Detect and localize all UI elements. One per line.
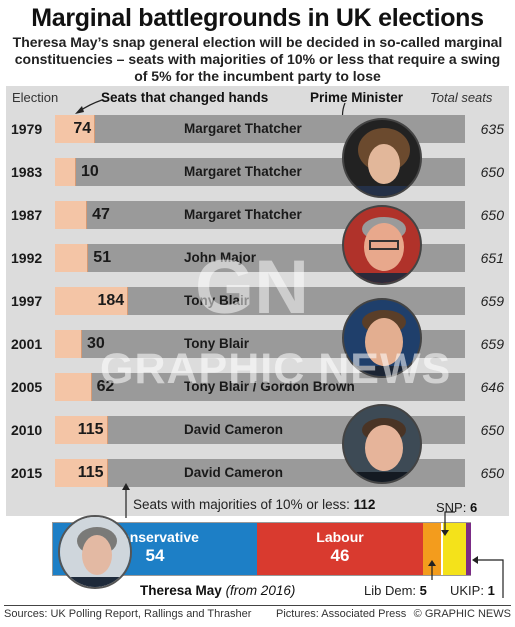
lab-value: 46: [330, 546, 350, 565]
value-label-2005: 62: [96, 378, 115, 395]
bar-2001: [55, 330, 82, 358]
segment-snp: [443, 523, 466, 575]
total-seats-2015: 650: [480, 465, 504, 481]
footer-copyright: © GRAPHIC NEWS: [413, 608, 511, 620]
segment-lib-dem: [423, 523, 443, 575]
ukip-label: UKIP: 1: [450, 583, 495, 598]
total-seats-1992: 651: [480, 250, 504, 266]
total-seats-1997: 659: [480, 293, 504, 309]
ukip-value: 1: [487, 583, 495, 598]
bar-1983: [55, 158, 76, 186]
page-subtitle: Theresa May’s snap general election will…: [12, 34, 503, 84]
total-seats-2001: 659: [480, 336, 504, 352]
photo-cameron: [342, 404, 422, 484]
year-label-1997: 1997: [11, 293, 43, 309]
con-value: 54: [145, 546, 165, 565]
year-label-2001: 2001: [11, 336, 43, 352]
footer-sources: Sources: UK Polling Report, Rallings and…: [4, 608, 252, 620]
total-seats-1979: 635: [480, 121, 504, 137]
may-caption: Theresa May (from 2016): [140, 583, 296, 598]
footer-pictures: Pictures: Associated Press: [276, 608, 407, 620]
bar-1987: [55, 201, 88, 229]
pm-label-1979: Margaret Thatcher: [184, 121, 302, 136]
value-label-1979: 74: [73, 120, 92, 137]
year-label-1979: 1979: [11, 121, 43, 137]
pm-label-1992: John Major: [184, 250, 257, 265]
watermark-logo: GN: [195, 245, 309, 330]
header-election: Election: [12, 90, 59, 105]
bar-2005: [55, 373, 92, 401]
row-track-2005: [55, 373, 465, 401]
header-seats-changed: Seats that changed hands: [101, 90, 269, 105]
value-label-2015: 115: [77, 464, 104, 481]
majority-value: 112: [353, 497, 376, 512]
total-seats-2010: 650: [480, 422, 504, 438]
total-seats-1983: 650: [480, 164, 504, 180]
year-label-1983: 1983: [11, 164, 43, 180]
value-label-2010: 115: [77, 421, 104, 438]
total-seats-1987: 650: [480, 207, 504, 223]
pm-label-1997: Tony Blair: [184, 293, 250, 308]
pm-label-1983: Margaret Thatcher: [184, 164, 302, 179]
value-label-1983: 10: [81, 163, 99, 180]
value-label-1992: 51: [93, 249, 112, 266]
lib-dem-label: Lib Dem: 5: [364, 583, 427, 598]
year-label-2005: 2005: [11, 379, 43, 395]
watermark-text: GRAPHIC NEWS: [100, 345, 452, 393]
footer: Sources: UK Polling Report, Rallings and…: [4, 605, 511, 622]
majority-label: Seats with majorities of 10% or less: 11…: [133, 497, 376, 512]
bar-2015: [55, 459, 108, 487]
page-title: Marginal battlegrounds in UK elections: [31, 4, 484, 32]
year-label-1992: 1992: [11, 250, 43, 266]
header-prime-minister: Prime Minister: [310, 90, 404, 105]
pm-label-2005: Tony Blair / Gordon Brown: [184, 379, 355, 394]
snp-label: SNP: 6: [436, 500, 478, 515]
bar-2010: [55, 416, 108, 444]
bar-1992: [55, 244, 89, 272]
photo-thatcher: [342, 118, 422, 198]
snp-value: 6: [469, 500, 478, 515]
year-label-2010: 2010: [11, 422, 43, 438]
segment-ukip: [466, 523, 471, 575]
photo-blair: [342, 298, 422, 378]
lib-dem-value: 5: [419, 583, 427, 598]
bar-1997: [55, 287, 129, 315]
pm-label-2001: Tony Blair: [184, 336, 250, 351]
total-seats-2005: 646: [480, 379, 504, 395]
value-label-1997: 184: [97, 292, 125, 309]
segment-labour: Labour 46: [257, 523, 423, 575]
header-total-seats: Total seats: [430, 90, 493, 105]
year-label-2015: 2015: [11, 465, 43, 481]
photo-major: [342, 205, 422, 285]
value-label-1987: 47: [92, 206, 110, 223]
pm-label-2010: David Cameron: [184, 422, 284, 437]
pm-label-2015: David Cameron: [184, 465, 284, 480]
bar-1979: [55, 115, 96, 143]
pm-label-1987: Margaret Thatcher: [184, 207, 302, 222]
photo-may: [58, 515, 132, 589]
lab-name: Labour: [316, 529, 364, 545]
year-label-1987: 1987: [11, 207, 43, 223]
value-label-2001: 30: [87, 335, 105, 352]
con-name: Conservative: [111, 529, 199, 545]
